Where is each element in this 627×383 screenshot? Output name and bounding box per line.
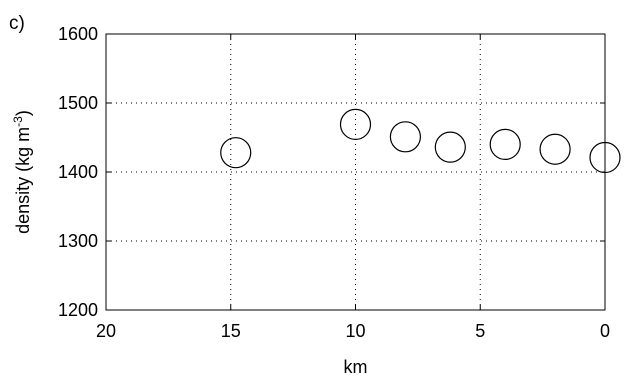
plot-frame bbox=[105, 33, 606, 311]
y-tick-label: 1200 bbox=[58, 300, 98, 320]
axis-ticks bbox=[105, 33, 606, 311]
y-tick-labels: 1200 1300 1400 1500 1600 bbox=[58, 24, 98, 320]
data-points bbox=[220, 108, 621, 174]
y-axis-label: density (kg m-3) bbox=[11, 110, 33, 234]
data-point-circle bbox=[589, 141, 621, 174]
panel-label: c) bbox=[9, 13, 25, 34]
x-tick-labels: 20 15 10 5 0 bbox=[96, 321, 610, 341]
data-point-circle bbox=[220, 137, 252, 169]
data-point-circle bbox=[339, 108, 372, 140]
data-point-circle bbox=[389, 121, 421, 153]
y-tick-label: 1500 bbox=[58, 93, 98, 113]
data-point-circle bbox=[489, 128, 521, 160]
y-tick-label: 1600 bbox=[58, 24, 98, 44]
x-tick-label: 10 bbox=[345, 321, 365, 341]
y-tick-label: 1300 bbox=[58, 231, 98, 251]
x-axis-label: km bbox=[344, 357, 368, 377]
y-axis-label-close: ) bbox=[13, 110, 33, 116]
y-tick-label: 1400 bbox=[58, 162, 98, 182]
data-point-circle bbox=[539, 133, 571, 165]
y-axis-label-main: density (kg m bbox=[13, 127, 33, 234]
grid-lines bbox=[106, 34, 605, 310]
x-tick-label: 15 bbox=[221, 321, 241, 341]
y-axis-label-superscript: -3 bbox=[11, 116, 25, 127]
x-tick-label: 5 bbox=[475, 321, 485, 341]
x-tick-label: 0 bbox=[600, 321, 610, 341]
x-tick-label: 20 bbox=[96, 321, 116, 341]
data-point-circle bbox=[434, 131, 466, 163]
